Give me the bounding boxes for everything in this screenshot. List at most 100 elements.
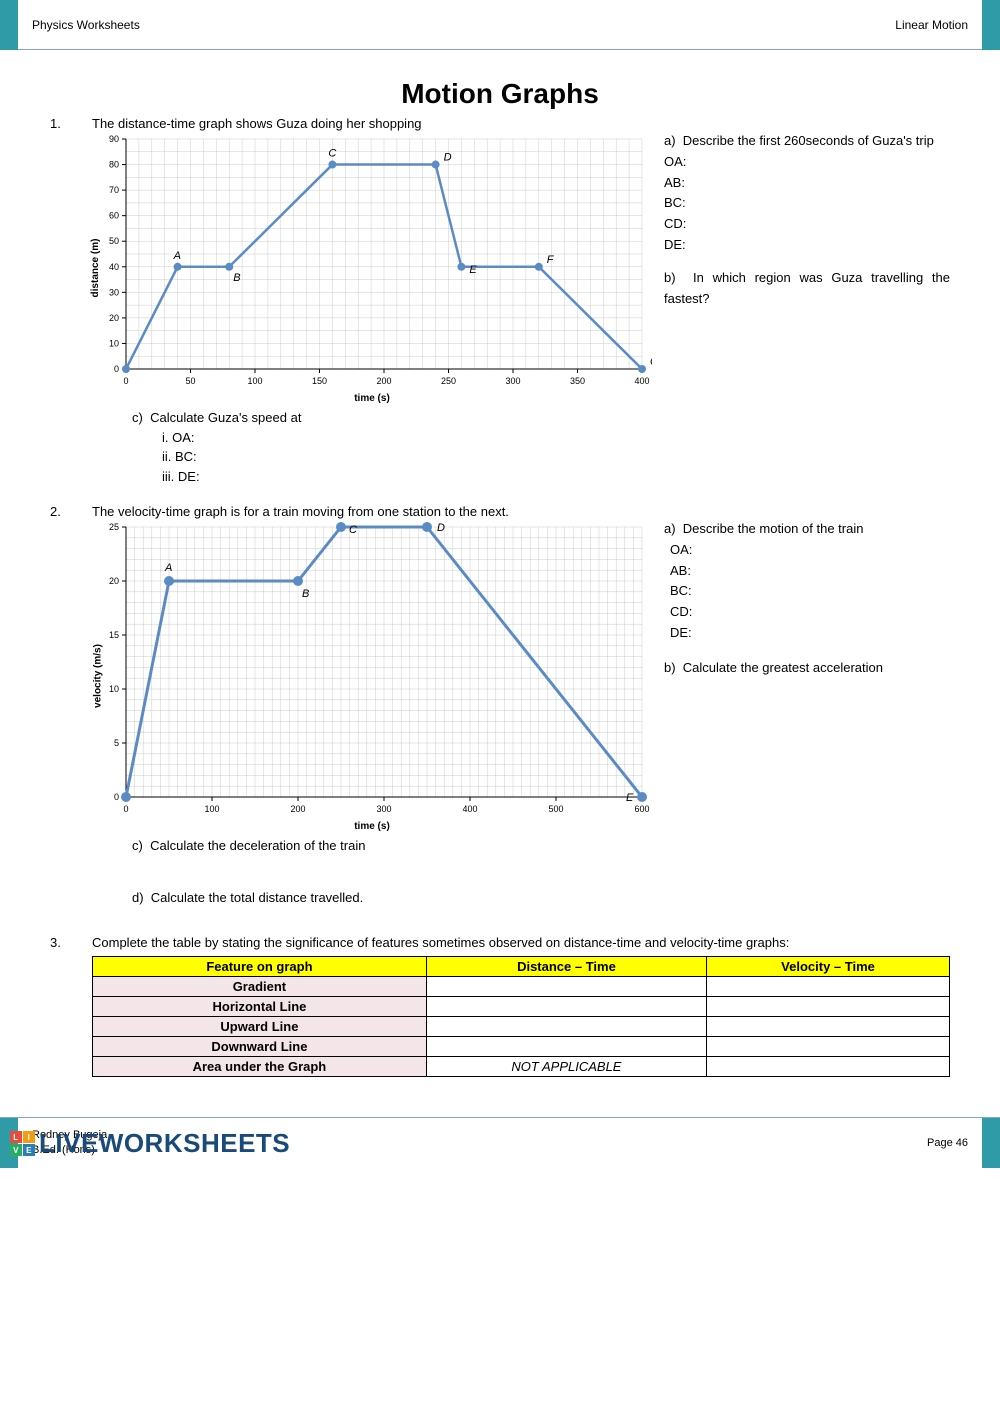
q2-segment: AB: bbox=[670, 561, 950, 582]
svg-text:15: 15 bbox=[109, 630, 119, 640]
q2a-text: Describe the motion of the train bbox=[683, 521, 864, 536]
q1a-label: a) bbox=[664, 133, 676, 148]
svg-text:400: 400 bbox=[462, 804, 477, 814]
svg-text:30: 30 bbox=[109, 287, 119, 297]
table-cell: Area under the Graph bbox=[93, 1057, 427, 1077]
svg-text:60: 60 bbox=[109, 211, 119, 221]
svg-text:C: C bbox=[328, 148, 336, 160]
table-cell bbox=[707, 1057, 950, 1077]
q2-chart: velocity (m/s) 0100200300400500600051015… bbox=[92, 519, 652, 832]
svg-text:F: F bbox=[547, 254, 555, 266]
features-table: Feature on graphDistance – TimeVelocity … bbox=[92, 956, 950, 1077]
svg-text:10: 10 bbox=[109, 684, 119, 694]
svg-text:50: 50 bbox=[109, 236, 119, 246]
q1-number: 1. bbox=[50, 116, 72, 131]
q2-segment: DE: bbox=[670, 623, 950, 644]
q1b-text: In which region was Guza travelling the … bbox=[664, 270, 950, 306]
svg-text:70: 70 bbox=[109, 185, 119, 195]
svg-text:0: 0 bbox=[114, 364, 119, 374]
q1-segment: OA: bbox=[664, 152, 950, 173]
svg-text:250: 250 bbox=[441, 376, 456, 386]
watermark-logo-cell: L bbox=[10, 1131, 22, 1143]
svg-text:20: 20 bbox=[109, 576, 119, 586]
q1c-subitem: iii. DE: bbox=[162, 467, 950, 487]
svg-text:200: 200 bbox=[290, 804, 305, 814]
svg-text:0: 0 bbox=[114, 792, 119, 802]
watermark-logo-cell: V bbox=[10, 1144, 22, 1156]
svg-text:200: 200 bbox=[376, 376, 391, 386]
svg-text:40: 40 bbox=[109, 262, 119, 272]
svg-text:A: A bbox=[173, 250, 181, 262]
svg-text:0: 0 bbox=[123, 804, 128, 814]
q3-intro: Complete the table by stating the signif… bbox=[92, 935, 950, 950]
svg-text:20: 20 bbox=[109, 313, 119, 323]
svg-text:A: A bbox=[164, 562, 172, 574]
table-cell: Gradient bbox=[93, 977, 427, 997]
q1c-subitem: i. OA: bbox=[162, 428, 950, 448]
header-right-text: Linear Motion bbox=[895, 18, 982, 32]
svg-text:C: C bbox=[349, 524, 357, 536]
q2-xlabel: time (s) bbox=[92, 821, 652, 832]
q1c-subitem: ii. BC: bbox=[162, 447, 950, 467]
table-cell bbox=[426, 1037, 706, 1057]
table-header: Distance – Time bbox=[426, 957, 706, 977]
svg-text:E: E bbox=[626, 792, 634, 804]
table-cell bbox=[707, 1037, 950, 1057]
q1-xlabel: time (s) bbox=[92, 393, 652, 404]
svg-text:E: E bbox=[469, 264, 477, 276]
svg-text:400: 400 bbox=[634, 376, 649, 386]
q2-segment: OA: bbox=[670, 540, 950, 561]
svg-text:600: 600 bbox=[634, 804, 649, 814]
q2c-text: Calculate the deceleration of the train bbox=[150, 838, 365, 853]
svg-text:0: 0 bbox=[123, 376, 128, 386]
table-cell: NOT APPLICABLE bbox=[426, 1057, 706, 1077]
q1-segment: CD: bbox=[664, 214, 950, 235]
q1-chart: distance (m) 050100150200250300350400010… bbox=[92, 131, 652, 404]
watermark-logo-cell: E bbox=[23, 1144, 35, 1156]
q1c-label: c) bbox=[132, 410, 143, 425]
q2-segment: CD: bbox=[670, 602, 950, 623]
q2-intro: The velocity-time graph is for a train m… bbox=[92, 504, 950, 519]
table-cell bbox=[707, 977, 950, 997]
svg-text:10: 10 bbox=[109, 338, 119, 348]
q1b-label: b) bbox=[664, 270, 676, 285]
table-cell: Downward Line bbox=[93, 1037, 427, 1057]
q1-ylabel: distance (m) bbox=[90, 238, 101, 297]
table-cell bbox=[707, 997, 950, 1017]
svg-text:B: B bbox=[233, 272, 240, 284]
q2d-label: d) bbox=[132, 890, 144, 905]
watermark-logo-cell: I bbox=[23, 1131, 35, 1143]
svg-text:D: D bbox=[437, 522, 445, 534]
svg-text:90: 90 bbox=[109, 134, 119, 144]
svg-text:B: B bbox=[302, 588, 309, 600]
header-left-text: Physics Worksheets bbox=[18, 18, 895, 32]
footer-accent-right bbox=[982, 1118, 1000, 1168]
q1-segment: BC: bbox=[664, 193, 950, 214]
q2-ylabel: velocity (m/s) bbox=[92, 644, 103, 708]
q2-segment: BC: bbox=[670, 581, 950, 602]
header-accent-left bbox=[0, 0, 18, 50]
footer-page: Page 46 bbox=[927, 1137, 982, 1149]
watermark-text: LIVEWORKSHEETS bbox=[39, 1128, 290, 1159]
table-cell: Upward Line bbox=[93, 1017, 427, 1037]
liveworksheets-watermark: LIVE LIVEWORKSHEETS bbox=[10, 1128, 290, 1159]
q1c-text: Calculate Guza's speed at bbox=[150, 410, 301, 425]
svg-text:300: 300 bbox=[505, 376, 520, 386]
page-title: Motion Graphs bbox=[50, 78, 950, 110]
header-accent-right bbox=[982, 0, 1000, 50]
q2b-text: Calculate the greatest acceleration bbox=[683, 660, 883, 675]
q3-number: 3. bbox=[50, 935, 72, 950]
svg-text:G: G bbox=[650, 356, 652, 368]
svg-text:350: 350 bbox=[570, 376, 585, 386]
svg-text:D: D bbox=[444, 152, 452, 164]
svg-text:80: 80 bbox=[109, 160, 119, 170]
q1-segment: AB: bbox=[664, 173, 950, 194]
table-cell bbox=[426, 977, 706, 997]
q2d-text: Calculate the total distance travelled. bbox=[151, 890, 363, 905]
q2a-label: a) bbox=[664, 521, 676, 536]
q2c-label: c) bbox=[132, 838, 143, 853]
svg-text:100: 100 bbox=[247, 376, 262, 386]
svg-text:500: 500 bbox=[548, 804, 563, 814]
table-cell bbox=[426, 997, 706, 1017]
q1a-text: Describe the first 260seconds of Guza's … bbox=[683, 133, 934, 148]
